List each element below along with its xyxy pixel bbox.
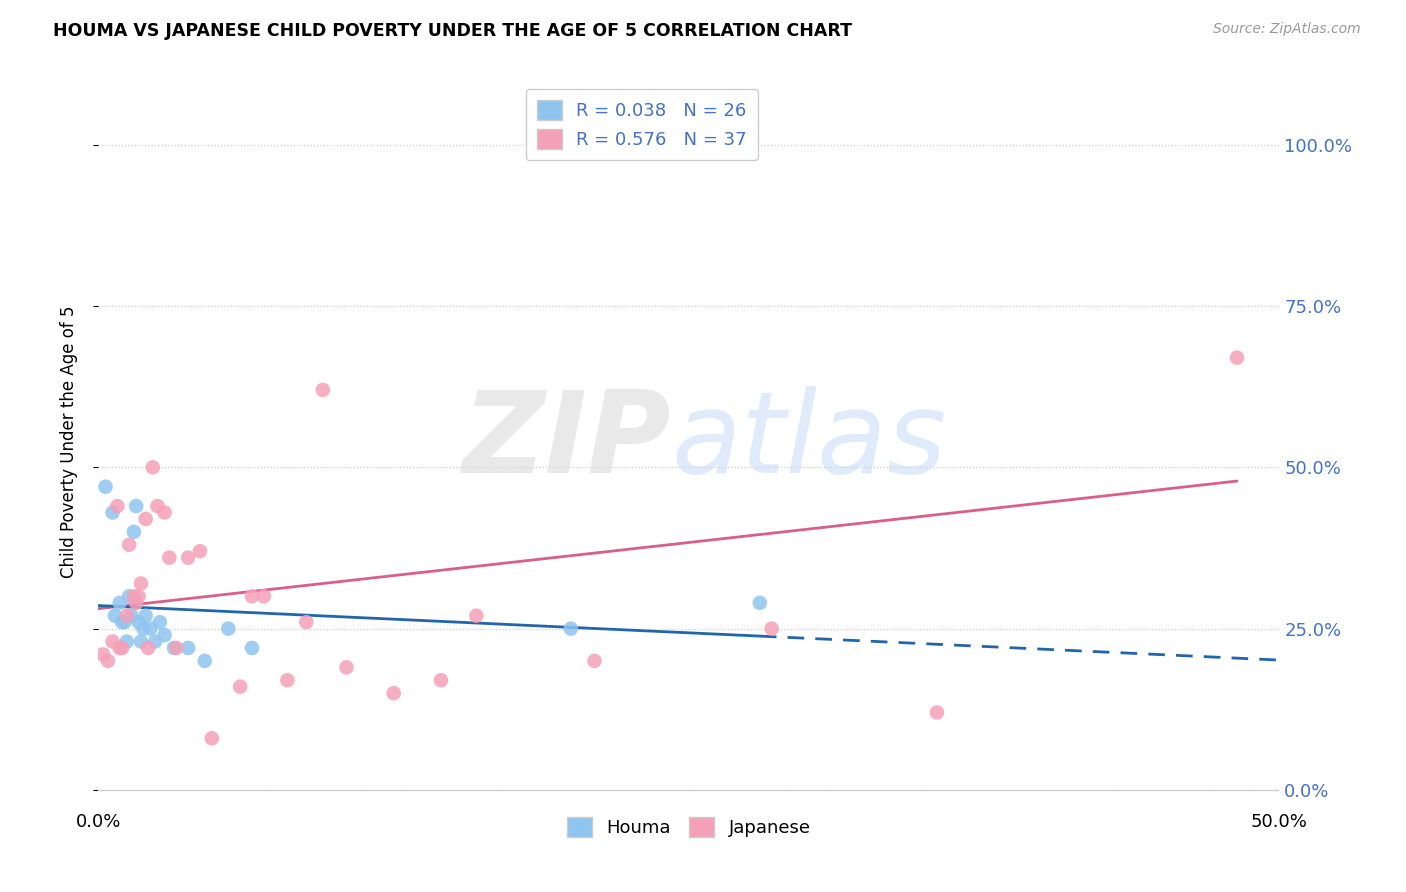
Point xyxy=(165,640,187,655)
Point xyxy=(129,634,152,648)
Point xyxy=(94,480,117,494)
Point xyxy=(153,628,176,642)
Point xyxy=(118,590,141,604)
Point xyxy=(101,634,124,648)
Text: HOUMA VS JAPANESE CHILD POVERTY UNDER THE AGE OF 5 CORRELATION CHART: HOUMA VS JAPANESE CHILD POVERTY UNDER TH… xyxy=(53,22,852,40)
Point xyxy=(194,654,217,668)
Point xyxy=(139,622,162,636)
Point xyxy=(132,622,155,636)
Point xyxy=(91,648,114,662)
Point xyxy=(157,550,180,565)
Point xyxy=(560,622,582,636)
Point xyxy=(111,640,134,655)
Point xyxy=(136,640,159,655)
Point xyxy=(128,615,150,630)
Point xyxy=(240,640,263,655)
Point xyxy=(276,673,298,688)
Point xyxy=(129,576,152,591)
Point xyxy=(177,640,200,655)
Point xyxy=(108,640,131,655)
Point xyxy=(143,634,166,648)
Text: Source: ZipAtlas.com: Source: ZipAtlas.com xyxy=(1213,22,1361,37)
Point xyxy=(465,608,488,623)
Point xyxy=(188,544,211,558)
Point xyxy=(104,608,127,623)
Legend: Houma, Japanese: Houma, Japanese xyxy=(560,810,818,845)
Point xyxy=(118,538,141,552)
Point xyxy=(163,640,186,655)
Point xyxy=(240,590,263,604)
Point xyxy=(177,550,200,565)
Point xyxy=(312,383,335,397)
Point xyxy=(335,660,357,674)
Point xyxy=(217,622,239,636)
Point xyxy=(112,615,135,630)
Text: atlas: atlas xyxy=(671,386,946,497)
Point xyxy=(125,596,148,610)
Point xyxy=(761,622,783,636)
Point xyxy=(146,499,169,513)
Text: ZIP: ZIP xyxy=(463,386,671,497)
Point xyxy=(748,596,770,610)
Y-axis label: Child Poverty Under the Age of 5: Child Poverty Under the Age of 5 xyxy=(59,305,77,578)
Point xyxy=(101,506,124,520)
Point xyxy=(122,524,145,539)
Point xyxy=(115,634,138,648)
Point xyxy=(122,590,145,604)
Point xyxy=(111,615,134,630)
Point xyxy=(382,686,405,700)
Point xyxy=(142,460,165,475)
Point xyxy=(125,499,148,513)
Point xyxy=(201,731,224,746)
Point xyxy=(108,596,131,610)
Point xyxy=(115,608,138,623)
Point xyxy=(153,506,176,520)
Point xyxy=(97,654,120,668)
Point xyxy=(925,706,948,720)
Point xyxy=(295,615,318,630)
Point xyxy=(135,608,157,623)
Point xyxy=(583,654,606,668)
Point xyxy=(229,680,252,694)
Point xyxy=(666,125,689,139)
Point xyxy=(253,590,276,604)
Point xyxy=(105,499,128,513)
Point xyxy=(430,673,453,688)
Point xyxy=(121,608,143,623)
Point xyxy=(135,512,157,526)
Point xyxy=(1226,351,1249,365)
Point xyxy=(128,590,150,604)
Point xyxy=(149,615,172,630)
